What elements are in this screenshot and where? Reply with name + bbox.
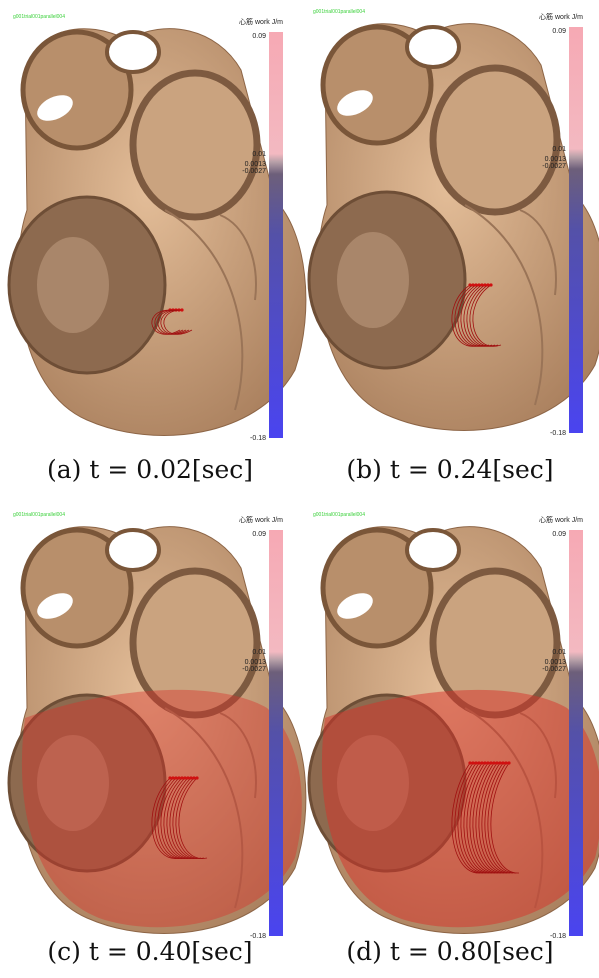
fiber-head xyxy=(168,776,171,779)
colorbar-label: -0.0027 xyxy=(242,168,266,175)
panel: g001trial001parallel004 心筋 work J/m 0.09 0.… xyxy=(309,512,599,940)
colorbar-label: 0.09 xyxy=(252,33,266,40)
panel-caption: (b) t = 0.24[sec] xyxy=(346,455,553,484)
colorbar-title: 心筋 work J/m xyxy=(539,12,583,21)
colorbar-label: -0.18 xyxy=(550,430,566,437)
fiber-head xyxy=(180,776,183,779)
fiber-head xyxy=(495,761,498,764)
colorbar-label: 0.09 xyxy=(552,531,566,538)
fiber-head xyxy=(486,761,489,764)
fiber-head xyxy=(468,761,471,764)
colorbar-title: 心筋 work J/m xyxy=(239,515,283,524)
colorbar-label: 0.09 xyxy=(552,28,566,35)
fiber-head xyxy=(177,776,180,779)
panel-caption: (c) t = 0.40[sec] xyxy=(47,937,252,966)
fiber-head xyxy=(489,761,492,764)
colorbar xyxy=(569,27,583,433)
fiber-head xyxy=(195,776,198,779)
figure: g001trial001parallel004 心筋 work J/m 0.09 0.… xyxy=(0,0,599,978)
colorbar-label: -0.0027 xyxy=(542,666,566,673)
panel-caption: (d) t = 0.80[sec] xyxy=(346,937,553,966)
colorbar-title: 心筋 work J/m xyxy=(239,17,283,26)
colorbar-label: -0.0027 xyxy=(542,163,566,170)
colorbar xyxy=(569,530,583,936)
fiber-head xyxy=(501,761,504,764)
panel: g001trial001parallel004 心筋 work J/m 0.09 0.… xyxy=(9,512,306,940)
run-label: g001trial001parallel004 xyxy=(313,9,365,15)
colorbar-label: 0.01 xyxy=(552,649,566,656)
colorbar-label: 0.09 xyxy=(252,531,266,538)
colorbar-label: 0.01 xyxy=(252,649,266,656)
fiber-head xyxy=(504,761,507,764)
run-label: g001trial001parallel004 xyxy=(13,512,65,518)
fiber-head xyxy=(171,776,174,779)
fiber-head xyxy=(471,761,474,764)
work-overlay xyxy=(22,690,302,927)
heart-render xyxy=(9,29,306,436)
panel-caption: (a) t = 0.02[sec] xyxy=(47,455,253,484)
panel: g001trial001parallel004 心筋 work J/m 0.09 0.… xyxy=(309,9,599,437)
colorbar-label: 0.01 xyxy=(252,151,266,158)
fiber-head xyxy=(480,761,483,764)
fiber-head xyxy=(474,761,477,764)
run-label: g001trial001parallel004 xyxy=(313,512,365,518)
fiber-head xyxy=(183,776,186,779)
colorbar-label: 0.01 xyxy=(552,146,566,153)
colorbar xyxy=(269,32,283,438)
colorbar-label: -0.0027 xyxy=(242,666,266,673)
run-label: g001trial001parallel004 xyxy=(13,14,65,20)
fiber-head xyxy=(483,761,486,764)
fiber-head xyxy=(192,776,195,779)
heart-render xyxy=(309,24,599,431)
fiber-head xyxy=(189,776,192,779)
colorbar xyxy=(269,530,283,936)
colorbar-title: 心筋 work J/m xyxy=(539,515,583,524)
fiber-head xyxy=(477,761,480,764)
fiber-head xyxy=(489,283,492,286)
fiber-head xyxy=(492,761,495,764)
fiber-head xyxy=(498,761,501,764)
fiber-head xyxy=(507,761,510,764)
colorbar-label: -0.18 xyxy=(250,435,266,442)
fiber-head xyxy=(186,776,189,779)
work-overlay xyxy=(322,690,599,927)
fiber-head xyxy=(174,776,177,779)
fiber-head xyxy=(180,308,183,311)
panel: g001trial001parallel004 心筋 work J/m 0.09 0.… xyxy=(9,14,306,442)
